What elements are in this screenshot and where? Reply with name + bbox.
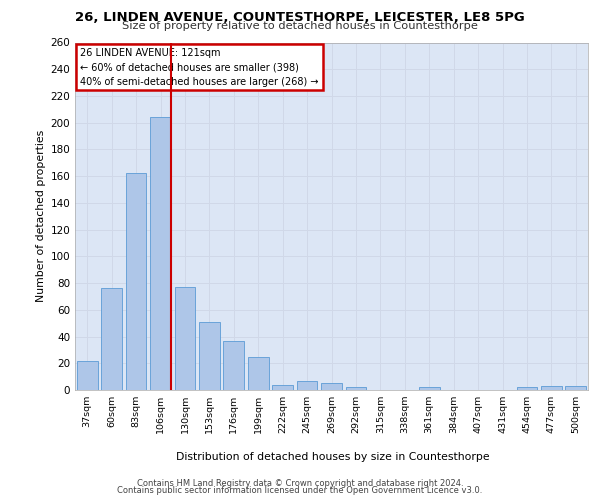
Bar (321, 384, 342, 390)
Bar (296, 380, 317, 390)
Text: Contains HM Land Registry data © Crown copyright and database right 2024.: Contains HM Land Registry data © Crown c… (137, 478, 463, 488)
Bar (101, 288, 122, 390)
Text: Distribution of detached houses by size in Countesthorpe: Distribution of detached houses by size … (176, 452, 490, 462)
Bar (517, 388, 538, 390)
Bar (346, 388, 367, 390)
Bar (272, 384, 293, 390)
Text: 26, LINDEN AVENUE, COUNTESTHORPE, LEICESTER, LE8 5PG: 26, LINDEN AVENUE, COUNTESTHORPE, LEICES… (75, 11, 525, 24)
Bar (565, 386, 586, 390)
Y-axis label: Number of detached properties: Number of detached properties (36, 130, 46, 302)
Bar (248, 356, 269, 390)
Bar (223, 340, 244, 390)
Text: 26 LINDEN AVENUE: 121sqm
← 60% of detached houses are smaller (398)
40% of semi-: 26 LINDEN AVENUE: 121sqm ← 60% of detach… (80, 48, 319, 86)
Bar (77, 360, 98, 390)
Bar (175, 287, 196, 390)
Bar (541, 386, 562, 390)
Text: Size of property relative to detached houses in Countesthorpe: Size of property relative to detached ho… (122, 21, 478, 31)
Bar (419, 388, 440, 390)
Bar (199, 322, 220, 390)
Bar (150, 118, 171, 390)
Bar (125, 174, 146, 390)
Text: Contains public sector information licensed under the Open Government Licence v3: Contains public sector information licen… (118, 486, 482, 495)
